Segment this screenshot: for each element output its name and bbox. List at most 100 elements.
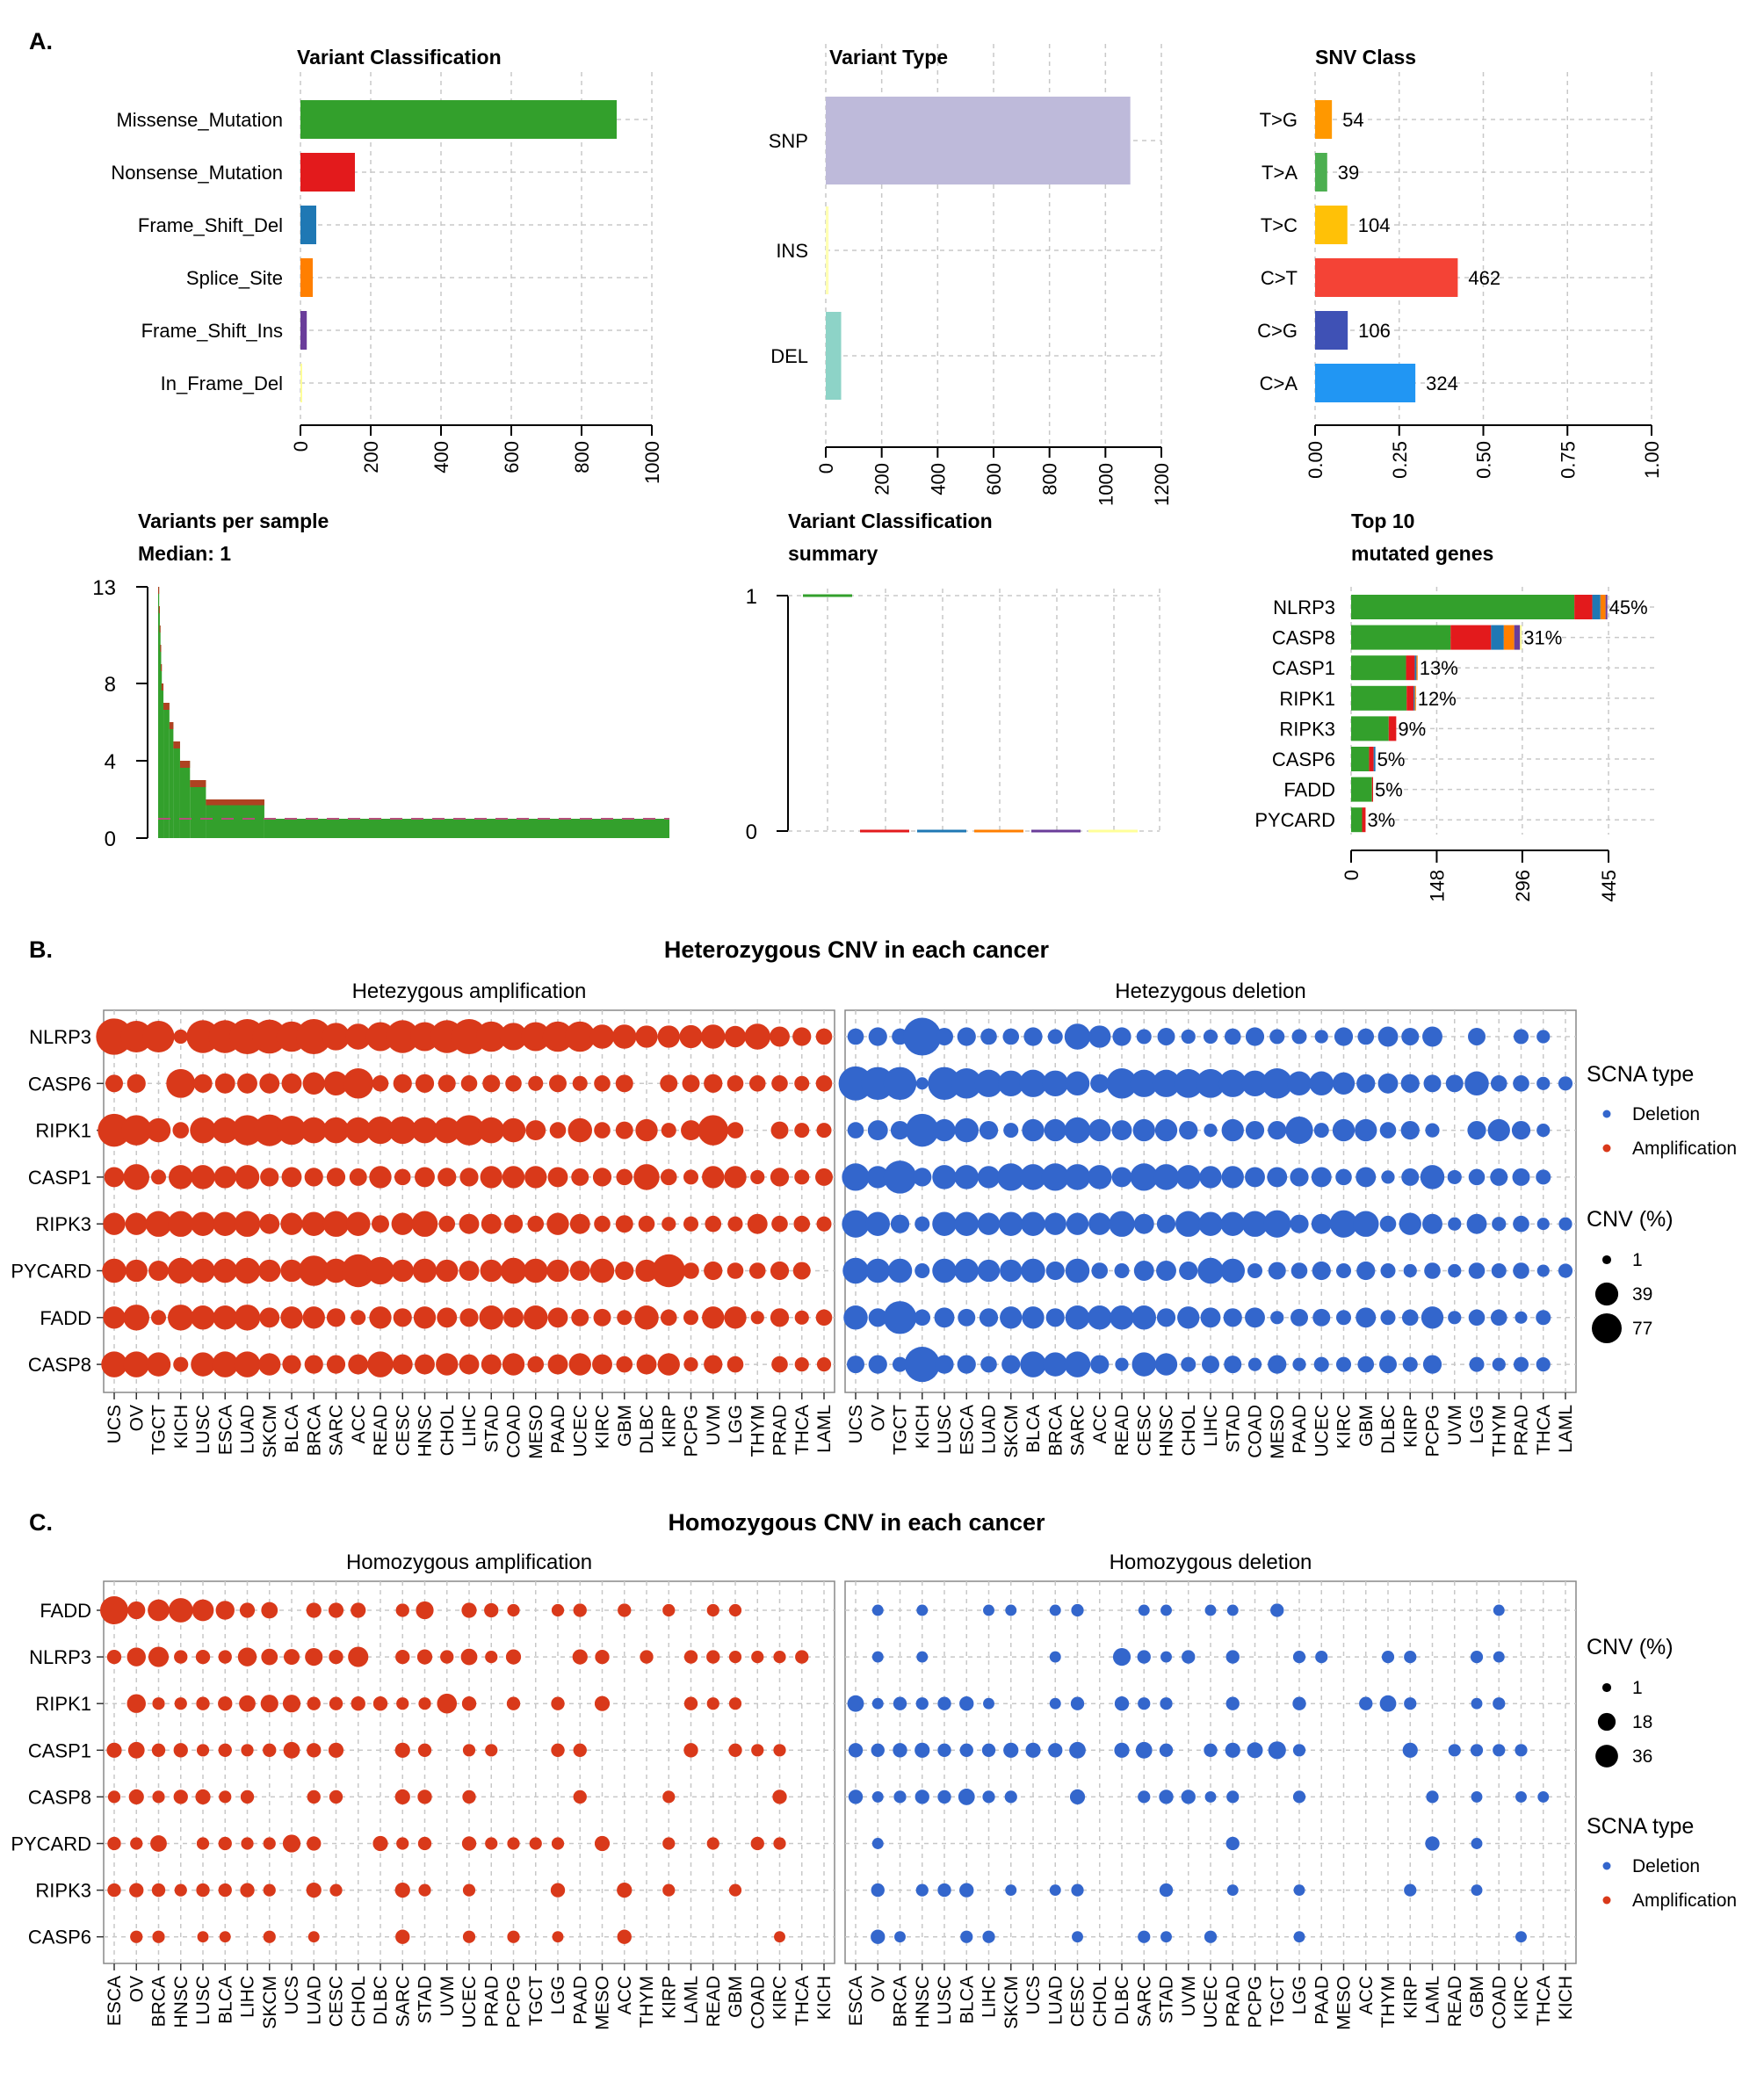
vt-bar [826,97,1131,184]
het-bubble [212,1351,238,1377]
hom-bubble [196,1883,210,1898]
hom-bubble [595,1649,610,1665]
hom-bubble [1293,1931,1305,1943]
top-bar-segment [1351,685,1407,711]
het-bubble [660,1168,677,1186]
hom-bubble [107,1883,121,1898]
hom-bubble [1069,1741,1086,1759]
het-bubble [1065,1258,1090,1283]
het-x-tick-label: SKCM [260,1405,280,1458]
het-bubble [636,1354,657,1375]
hom-bubble [1071,1603,1084,1617]
hom-bubble [706,1603,719,1617]
het-bubble [1130,1163,1158,1191]
het-bubble [527,1215,545,1233]
hom-legend-size-title: CNV (%) [1587,1635,1674,1659]
het-bubble [1356,1307,1377,1328]
het-bubble [1332,1118,1356,1142]
het-bubble [298,1255,329,1286]
het-bubble [235,1165,260,1189]
hom-gene-label: RIPK1 [35,1693,91,1715]
snv-category-label: C>T [1261,267,1298,289]
hom-legend-size-dot [1595,1745,1618,1768]
het-gene-label: FADD [40,1307,91,1329]
het-bubble [480,1259,502,1283]
hom-bubble [871,1697,884,1710]
hom-x-tick-label: STAD [416,1976,436,2023]
hom-bubble [174,1650,188,1664]
het-bubble [1174,1068,1204,1098]
hom-bubble [772,1789,787,1804]
het-bubble [459,1354,480,1375]
het-bubble [1381,1170,1395,1184]
het-bubble [1044,1212,1066,1235]
het-bubble [503,1214,524,1233]
top-x-tick-label: 0 [1341,870,1363,880]
hom-bubble [130,1930,143,1943]
het-bubble [527,1356,545,1373]
snv-bar [1315,100,1333,139]
het-x-tick-label: ACC [349,1405,369,1443]
snv-bar [1315,206,1348,244]
het-bubble [1087,1305,1112,1330]
hom-x-tick-label: LUSC [193,1976,213,2025]
hom-x-tick-label: SARC [393,1976,413,2027]
het-bubble [150,1169,167,1185]
het-bubble [1513,1356,1529,1372]
het-bubble [1088,1025,1111,1048]
hom-bubble [1160,1604,1172,1616]
het-bubble [1002,1028,1020,1045]
het-x-tick-label: LIHC [459,1405,480,1447]
het-bubble [1088,1212,1111,1235]
het-bubble [979,1120,999,1140]
het-bubble [1020,1164,1046,1190]
hom-bubble [100,1596,128,1624]
hom-gene-label: NLRP3 [29,1646,91,1668]
het-bubble [372,1074,389,1092]
het-bubble [280,1259,303,1283]
het-bubble [1111,1120,1132,1141]
het-bubble [296,1018,332,1055]
hom-bubble [983,1604,994,1616]
het-bubble [594,1074,611,1092]
snv-category-label: T>C [1261,214,1298,236]
hom-bubble [1426,1790,1439,1804]
hom-bubble [261,1648,278,1666]
het-bubble [523,1305,548,1330]
het-title: Heterozygous CNV in each cancer [664,936,1050,963]
vps-bar [161,683,164,838]
het-panel-border [844,1009,1577,1393]
het-bubble [102,1258,127,1283]
hom-bubble [462,1744,476,1757]
het-bubble [369,1166,392,1189]
het-bubble [1064,1117,1091,1144]
hom-bubble [263,1883,276,1897]
het-legend-type-title: SCNA type [1587,1062,1694,1087]
het-bubble [281,1167,302,1188]
hom-bubble [418,1697,431,1710]
het-bubble [890,1120,910,1140]
het-bubble [660,1074,678,1093]
hom-bubble [683,1743,698,1758]
het-bubble [1356,1261,1376,1281]
het-bubble [1312,1261,1331,1281]
het-bubble [437,1307,458,1328]
het-bubble [259,1307,280,1328]
het-bubble [1241,1211,1269,1237]
het-bubble [191,1305,215,1330]
het-x-tick-label: COAD [504,1405,524,1458]
het-bubble [1421,1306,1444,1329]
hom-x-tick-label: LIHC [238,1976,258,2018]
hom-bubble [261,1601,278,1619]
het-bubble [193,1074,213,1093]
het-bubble [1425,1123,1440,1138]
het-bubble [660,1309,677,1327]
het-bubble [459,1261,480,1281]
het-bubble [1490,1168,1508,1186]
top-bar-segment [1600,595,1606,619]
het-bubble [391,1212,414,1235]
het-bubble [1003,1123,1019,1139]
vps-bar [158,587,160,838]
vc-x-tick-label: 800 [571,441,593,474]
hom-bubble [1225,1650,1240,1664]
